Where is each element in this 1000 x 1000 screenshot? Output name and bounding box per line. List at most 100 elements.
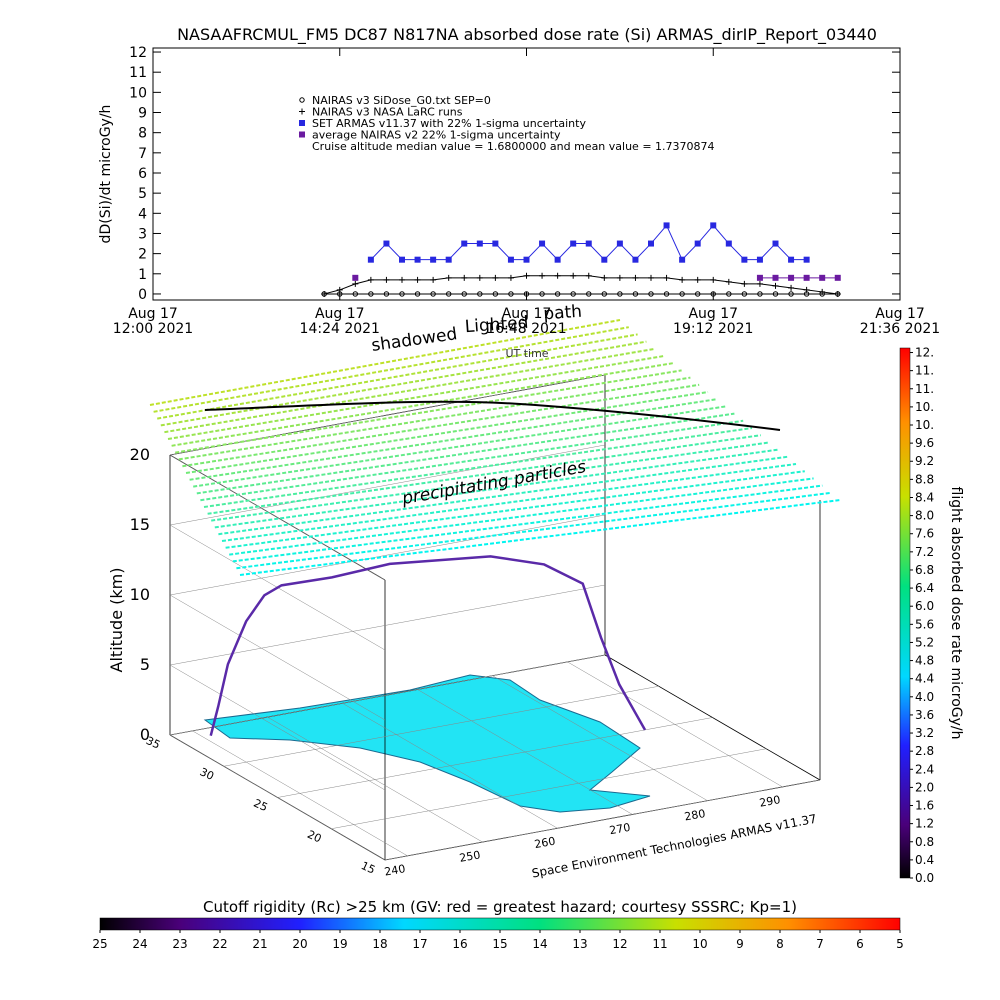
data-point bbox=[523, 256, 530, 263]
grid-line bbox=[331, 748, 767, 829]
y-tick-label: 11 bbox=[129, 65, 147, 81]
particle-sheet bbox=[153, 326, 629, 413]
legend-symbol bbox=[299, 97, 305, 103]
annotation: path bbox=[543, 302, 583, 325]
colorbar-tick-label: 10 bbox=[692, 937, 707, 951]
data-point bbox=[445, 291, 452, 297]
sheet-path bbox=[204, 400, 781, 431]
x-tick-label: 280 bbox=[683, 807, 706, 823]
particle-sheet bbox=[239, 499, 841, 576]
particle-sheet bbox=[196, 412, 735, 495]
z-tick-label: 0 bbox=[140, 725, 150, 744]
particle-sheet bbox=[167, 355, 665, 440]
x-axis-label: UT time bbox=[505, 347, 548, 360]
data-point bbox=[523, 291, 530, 297]
map-3d: 0 5 10 15 20 240 250 260 270 280 290 35 30 25 20 15 Alti… bbox=[107, 302, 841, 881]
particle-sheet bbox=[218, 455, 788, 536]
data-point bbox=[741, 256, 748, 263]
data-point bbox=[694, 291, 701, 297]
x-tick-label: 260 bbox=[533, 835, 556, 851]
data-point bbox=[679, 291, 685, 297]
data-point bbox=[476, 240, 483, 247]
x-tick-label: 250 bbox=[458, 848, 481, 864]
x-tick-label: 240 bbox=[383, 862, 406, 878]
data-point bbox=[694, 240, 701, 247]
colorbar-tick-label: 10. bbox=[915, 418, 934, 432]
data-point bbox=[710, 222, 717, 229]
data-point bbox=[461, 274, 468, 281]
grid-line bbox=[277, 717, 713, 798]
data-point bbox=[788, 284, 795, 291]
data-point bbox=[352, 274, 359, 281]
data-point bbox=[445, 256, 452, 263]
data-point bbox=[399, 256, 405, 263]
grid-line bbox=[169, 664, 386, 791]
legend-label: NAIRAS v3 NASA LaRC runs bbox=[312, 106, 463, 119]
y-tick-label: 15 bbox=[359, 859, 377, 877]
data-point bbox=[523, 272, 530, 279]
particle-sheet bbox=[149, 319, 621, 406]
x-tick-label: Aug 17 14:24 2021 bbox=[300, 306, 380, 337]
particle-sheet bbox=[160, 340, 647, 427]
y-tick-label: 3 bbox=[138, 226, 147, 242]
data-point bbox=[710, 291, 716, 297]
legend-symbol bbox=[299, 131, 305, 138]
data-point bbox=[585, 240, 592, 247]
series-line bbox=[324, 275, 838, 295]
particle-sheet bbox=[232, 484, 823, 563]
y-tick-label: 0 bbox=[138, 287, 147, 303]
data-point bbox=[476, 274, 483, 281]
data-point bbox=[601, 256, 608, 263]
particle-sheet bbox=[211, 441, 770, 522]
data-point bbox=[445, 274, 452, 281]
colorbar-title: Cutoff rigidity (Rc) >25 km (GV: red = g… bbox=[203, 898, 797, 916]
data-point bbox=[539, 240, 546, 247]
data-point bbox=[414, 291, 421, 297]
data-point bbox=[616, 274, 623, 281]
data-point bbox=[803, 274, 810, 281]
data-point bbox=[352, 291, 359, 297]
data-point bbox=[663, 222, 670, 229]
data-point bbox=[819, 274, 826, 281]
y-tick-label: 10 bbox=[129, 85, 147, 101]
annotation: Lighted bbox=[464, 313, 529, 337]
colorbar-tick-label: 1.6 bbox=[915, 799, 934, 813]
x-tick-label: Aug 17 12:00 2021 bbox=[113, 306, 193, 337]
data-point bbox=[352, 280, 359, 287]
grid-line bbox=[169, 454, 386, 581]
grid-line bbox=[223, 686, 659, 767]
x-tick-label: 270 bbox=[608, 821, 631, 837]
colorbar-tick-label: 17 bbox=[412, 937, 427, 951]
colorbar-tick-label: 9.2 bbox=[915, 454, 934, 468]
legend-label: average NAIRAS v2 22% 1-sigma uncertaint… bbox=[312, 129, 561, 142]
data-point bbox=[788, 291, 794, 297]
series bbox=[352, 274, 841, 281]
colorbar-tick-label: 6.8 bbox=[915, 563, 934, 577]
grid-line bbox=[169, 594, 386, 721]
data-point bbox=[772, 240, 779, 247]
colorbar bbox=[899, 347, 911, 879]
colorbar-tick-label: 2.4 bbox=[915, 762, 934, 776]
data-point bbox=[554, 272, 561, 279]
data-point bbox=[725, 278, 732, 285]
colorbar-tick-label: 14 bbox=[532, 937, 547, 951]
legend-label: SET ARMAS v11.37 with 22% 1-sigma uncert… bbox=[312, 117, 586, 130]
colorbar-tick-label: 2.0 bbox=[915, 780, 934, 794]
data-point bbox=[632, 291, 639, 297]
colorbar-tick-label: 20 bbox=[292, 937, 307, 951]
particle-sheet bbox=[175, 369, 682, 454]
legend-symbol bbox=[299, 108, 305, 115]
data-point bbox=[507, 256, 514, 263]
z-tick-label: 20 bbox=[130, 445, 150, 464]
data-point bbox=[726, 291, 732, 297]
particle-sheet bbox=[157, 333, 638, 420]
data-point bbox=[383, 240, 390, 247]
data-point bbox=[772, 282, 779, 289]
data-point bbox=[632, 274, 639, 281]
colorbar-tick-label: 7.6 bbox=[915, 527, 934, 541]
y-tick-label: 20 bbox=[305, 828, 323, 846]
y-tick-label: 1 bbox=[138, 267, 147, 283]
data-point bbox=[601, 274, 608, 281]
colorbar-tick-label: 25 bbox=[92, 937, 107, 951]
data-point bbox=[539, 272, 546, 279]
